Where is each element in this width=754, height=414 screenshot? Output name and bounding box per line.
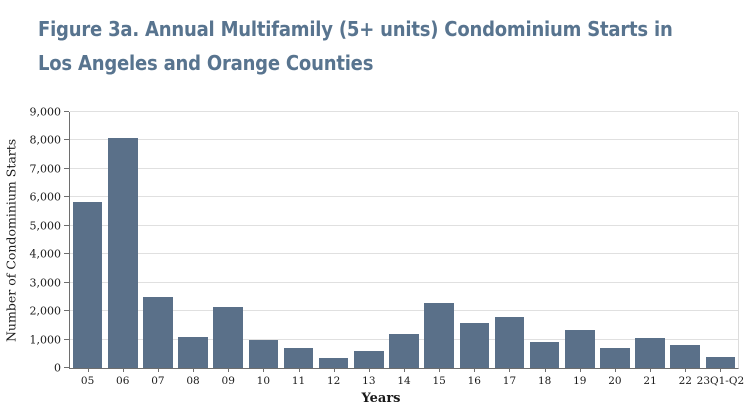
x-tick-mark (544, 368, 546, 372)
y-tick-label: 6,000 (29, 190, 62, 204)
x-tick-label: 09 (221, 375, 235, 387)
bar-14 (389, 333, 419, 368)
y-grid-line (70, 224, 738, 226)
y-tick-label: 1,000 (29, 333, 62, 347)
y-grid-line (70, 253, 738, 255)
x-tick-label: 08 (186, 375, 200, 387)
x-tick-label: 07 (151, 375, 165, 387)
y-tick-label: 3,000 (29, 276, 62, 290)
x-tick-mark (720, 368, 722, 372)
x-tick-mark (333, 368, 335, 372)
x-tick-label: 10 (256, 375, 271, 387)
x-tick-mark (228, 368, 230, 372)
bar-18 (529, 342, 560, 368)
x-tick-mark (193, 368, 195, 372)
bar-07 (143, 296, 173, 368)
bar-10 (248, 339, 279, 368)
x-axis-title: Years (361, 391, 401, 406)
bar-15 (424, 302, 454, 368)
x-tick-label: 11 (291, 375, 306, 387)
bar-05 (72, 201, 103, 368)
x-tick-mark (650, 368, 652, 372)
x-tick-mark (579, 368, 581, 372)
chart-title-line-2: Los Angeles and Orange Counties (38, 51, 374, 75)
x-tick-label: 20 (608, 375, 622, 387)
bar-21 (635, 338, 665, 368)
x-tick-label: 15 (432, 375, 446, 387)
x-tick-label: 14 (397, 375, 411, 387)
x-tick-label: 23Q1-Q2 (696, 375, 745, 387)
x-tick-label: 05 (80, 375, 95, 387)
chart-title: Figure 3a. Annual Multifamily (5+ units)… (38, 12, 673, 80)
bar-11 (283, 348, 314, 368)
x-tick-label: 16 (467, 375, 481, 387)
y-grid-line (70, 167, 738, 169)
bar-17 (494, 316, 525, 368)
x-tick-mark (263, 368, 265, 372)
x-tick-mark (157, 368, 159, 372)
y-grid-line (70, 139, 738, 141)
bar-09 (213, 306, 243, 368)
y-grid-line (70, 310, 738, 312)
x-tick-mark (404, 368, 405, 372)
y-grid-line (70, 281, 738, 283)
bar-06 (107, 137, 138, 368)
y-tick-mark (64, 224, 69, 226)
y-tick-mark (64, 281, 69, 283)
y-tick-label: 9,000 (29, 105, 62, 119)
bar-23Q1-Q2 (705, 357, 736, 368)
y-tick-label: 4,000 (29, 247, 62, 261)
y-grid-line (70, 111, 738, 112)
x-tick-label: 18 (537, 375, 552, 387)
y-tick-mark (64, 111, 69, 112)
x-tick-mark (439, 368, 441, 372)
bar-08 (178, 336, 208, 368)
x-tick-label: 13 (362, 375, 376, 387)
x-tick-mark (87, 368, 89, 372)
bar-12 (318, 358, 349, 368)
x-tick-mark (474, 368, 476, 372)
y-tick-label: 0 (54, 361, 61, 375)
y-axis-title: Number of Condominium Starts (3, 138, 19, 342)
x-tick-mark (368, 368, 370, 372)
bar-22 (670, 345, 701, 368)
y-tick-mark (64, 139, 69, 141)
x-tick-mark (298, 368, 300, 372)
y-tick-mark (64, 196, 69, 198)
y-tick-label: 2,000 (29, 304, 62, 318)
x-tick-label: 22 (678, 375, 692, 387)
y-grid-line (70, 196, 738, 198)
x-tick-label: 17 (502, 375, 517, 387)
x-tick-mark (614, 368, 616, 372)
y-tick-mark (64, 167, 69, 169)
y-tick-mark (64, 367, 69, 368)
y-tick-mark (64, 253, 69, 255)
x-tick-label: 19 (573, 375, 587, 387)
x-tick-mark (509, 368, 511, 372)
y-tick-label: 8,000 (29, 133, 62, 147)
bar-13 (354, 350, 384, 368)
bar-16 (459, 323, 490, 368)
y-tick-mark (64, 310, 69, 312)
y-tick-mark (64, 338, 69, 340)
x-tick-label: 21 (643, 375, 657, 387)
bar-20 (600, 348, 630, 368)
x-tick-label: 12 (326, 375, 341, 387)
x-tick-mark (122, 368, 124, 372)
bar-19 (565, 329, 595, 368)
y-tick-label: 7,000 (29, 162, 62, 176)
chart-title-line-1: Figure 3a. Annual Multifamily (5+ units)… (38, 17, 673, 41)
plot-area: 0 1,000 2,000 3,000 4,000 5,000 6,000 7,000 8,00… (30, 106, 745, 388)
y-tick-label: 5,000 (29, 219, 62, 233)
x-tick-label: 06 (116, 375, 130, 387)
x-tick-mark (685, 368, 687, 372)
